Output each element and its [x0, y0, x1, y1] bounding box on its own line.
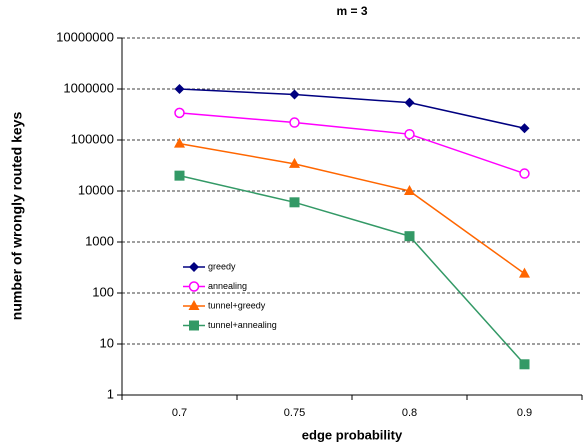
marker — [174, 170, 185, 181]
legend-label: tunnel+annealing — [208, 320, 277, 330]
series-line — [179, 112, 525, 175]
marker — [404, 185, 415, 195]
marker — [289, 157, 300, 168]
y-tick-label: 100000 — [71, 131, 114, 146]
marker — [189, 320, 199, 331]
marker — [174, 107, 185, 119]
marker — [188, 300, 200, 310]
series-line — [179, 174, 526, 365]
marker — [174, 137, 185, 148]
marker — [289, 89, 300, 100]
marker — [188, 281, 200, 292]
y-tick-label: 1 — [107, 386, 114, 401]
marker — [289, 197, 300, 208]
y-axis-label: number of wrongly routed keys — [9, 112, 25, 321]
x-axis-label: edge probability — [302, 427, 403, 442]
y-tick-label: 100 — [92, 284, 114, 299]
marker — [404, 128, 415, 140]
marker — [404, 231, 415, 242]
marker — [289, 117, 300, 128]
y-tick-label: 10000 — [78, 182, 114, 197]
legend-label: annealing — [208, 281, 247, 291]
y-tick-label: 1000000 — [63, 80, 114, 95]
marker — [519, 123, 530, 134]
series-line — [179, 88, 525, 129]
marker — [404, 97, 415, 108]
x-tick-label: 0.8 — [402, 407, 417, 419]
marker — [519, 267, 530, 278]
x-tick-label: 0.9 — [517, 407, 532, 419]
y-tick-label: 1000 — [85, 233, 114, 248]
marker — [519, 359, 530, 370]
x-tick-label: 0.7 — [172, 407, 187, 419]
y-tick-label: 10 — [100, 335, 114, 350]
marker — [519, 168, 530, 179]
y-tick-label: 10000000 — [56, 29, 114, 44]
marker — [174, 84, 185, 94]
legend-label: tunnel+greedy — [208, 300, 266, 310]
marker — [189, 262, 199, 272]
series-line — [179, 142, 525, 275]
legend-label: greedy — [208, 261, 236, 271]
chart-title: m = 3 — [336, 4, 367, 18]
x-tick-label: 0.75 — [284, 407, 305, 419]
